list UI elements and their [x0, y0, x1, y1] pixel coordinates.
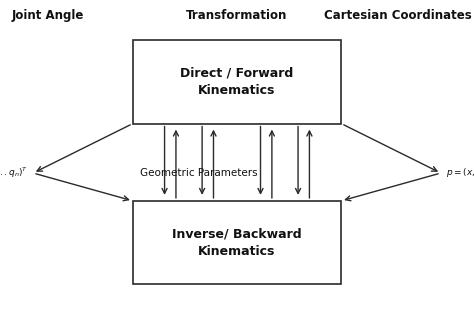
Bar	[133, 201, 341, 284]
Text: Geometric Parameters: Geometric Parameters	[140, 168, 258, 178]
Text: Cartesian Coordinates: Cartesian Coordinates	[324, 9, 472, 22]
Text: Direct / Forward
Kinematics: Direct / Forward Kinematics	[181, 66, 293, 97]
Text: Joint Angle: Joint Angle	[11, 9, 83, 22]
Text: Transformation: Transformation	[186, 9, 288, 22]
Bar	[133, 40, 341, 124]
Text: Inverse/ Backward
Kinematics: Inverse/ Backward Kinematics	[172, 227, 302, 258]
Text: $p=(x,y,z,\alpha,\beta,\gamma)^T$: $p=(x,y,z,\alpha,\beta,\gamma)^T$	[446, 166, 474, 180]
Text: $q=(q_1,....q_n)^T$: $q=(q_1,....q_n)^T$	[0, 166, 28, 180]
